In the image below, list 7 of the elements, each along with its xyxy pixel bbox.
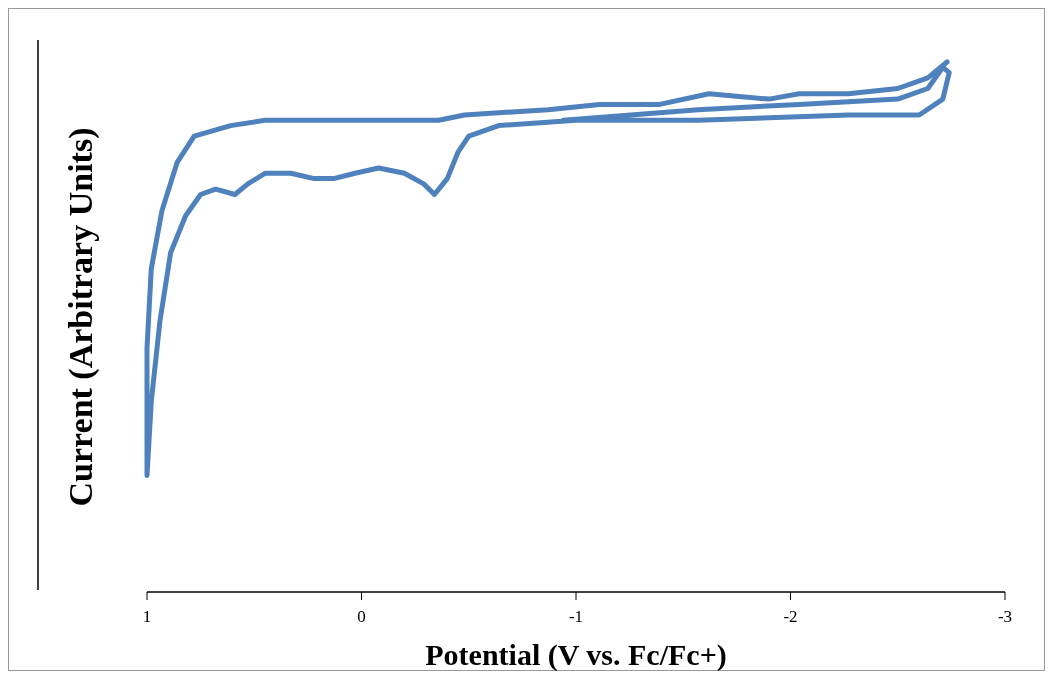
x-axis-title: Potential (V vs. Fc/Fc+) <box>425 638 727 672</box>
x-tick-label: 0 <box>357 607 366 626</box>
x-tick-label: 1 <box>142 607 152 626</box>
x-tick-label: -1 <box>568 607 584 626</box>
x-tick-label: -2 <box>783 607 798 626</box>
y-axis-title: Current (Arbitrary Units) <box>62 127 100 507</box>
x-tick-label: -3 <box>997 607 1013 626</box>
